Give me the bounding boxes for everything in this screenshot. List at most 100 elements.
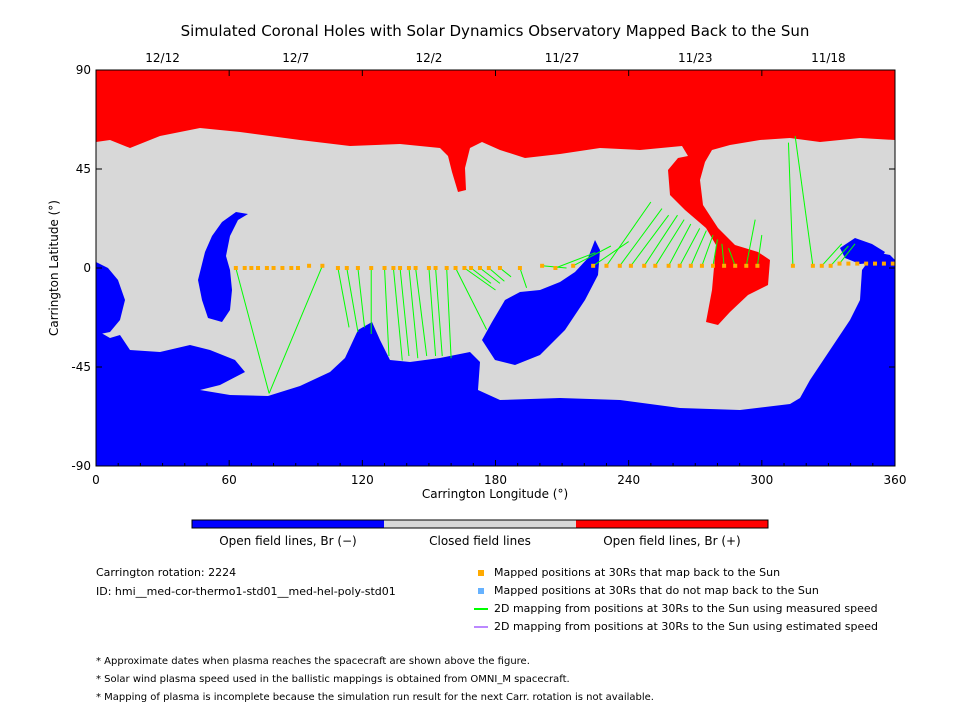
footnote-speed: * Solar wind plasma speed used in the ba… [96,674,570,685]
mapped-point [406,266,411,270]
mapping-line [712,239,718,266]
mapping-line [488,267,505,282]
mapping-line [235,267,270,394]
mapping-line [654,219,685,267]
equatorial-negative-hole-60 [198,212,248,322]
top-date-axis: 12/12 12/7 12/2 11/27 11/23 11/18 [145,51,845,65]
mapped-point [444,266,449,270]
mapped-point [344,266,349,270]
y-axis-label: Carrington Latitude (°) [47,200,61,336]
mapped-point [855,261,860,266]
footnote-dates: * Approximate dates when plasma reaches … [96,656,530,667]
mapped-point [846,261,851,266]
mapped-point [666,263,671,268]
mapped-point [497,266,502,270]
legend-item-unmapped: Mapped positions at 30Rs that do not map… [478,584,819,597]
equatorial-negative-hole-185 [482,240,600,365]
mapped-point [280,266,285,270]
equatorial-negative-patch-southeast [880,305,895,340]
mapped-point [289,266,294,270]
purple-line-icon [474,625,488,628]
mapped-point [413,266,418,270]
mapped-point [628,263,633,268]
mapped-point [398,266,403,270]
mapped-point [617,263,622,268]
mapped-point [677,263,682,268]
mapping-line [455,267,488,330]
mapped-point [249,266,254,270]
mapped-point [890,261,895,266]
mapping-line [745,219,756,266]
top-date-label: 12/2 [415,51,442,65]
y-tick-label: 90 [76,63,91,77]
mapping-line [830,245,849,267]
legend-label: 2D mapping from positions at 30Rs to the… [494,602,878,615]
x-tick-label: 360 [884,473,907,487]
x-axis-label: Carrington Longitude (°) [422,487,568,501]
mapping-line [787,142,794,266]
mapped-point [382,266,387,270]
mapped-point [540,263,545,268]
mapped-point [233,266,238,270]
mapped-point [837,261,842,266]
mapped-points [233,261,895,270]
mapping-line [643,214,678,267]
y-tick-label: -90 [71,459,91,473]
mapping-line [701,234,714,266]
mapping-line [619,208,663,267]
mapped-point [591,263,596,268]
mapped-point [722,263,727,268]
orange-square-icon [478,569,484,576]
mapped-point [477,266,482,270]
colorbar-segment [576,520,768,528]
mapped-point [642,263,647,268]
y-tick-label: -45 [71,360,91,374]
mapped-point [453,266,458,270]
mapping-line [470,267,492,284]
mapping-line [592,241,629,267]
mapped-point [369,266,374,270]
legend-label: Mapped positions at 30Rs that map back t… [494,566,781,579]
mapping-line [337,267,350,328]
mapping-line [384,267,390,357]
mapped-point [755,263,760,268]
mapping-line [572,245,612,267]
mapped-point [873,261,878,266]
mapping-line [679,228,701,267]
mapped-point [256,266,261,270]
mapped-point [881,261,886,266]
x-tick-label: 60 [222,473,237,487]
x-tick-label: 300 [750,473,773,487]
mapping-line [446,267,452,359]
mapping-line [408,267,419,359]
top-date-label: 11/18 [811,51,846,65]
colorbar-label: Closed field lines [429,534,531,548]
mapped-point [391,266,396,270]
mapped-point [426,266,431,270]
mapped-point [295,266,300,270]
mapped-point [653,263,658,268]
legend-item-measured: 2D mapping from positions at 30Rs to the… [474,602,878,615]
carrington-rotation: Carrington rotation: 2224 [96,566,237,579]
x-tick-label: 120 [351,473,374,487]
colorbar-label: Open field lines, Br (+) [603,534,741,548]
legend-item-mapped: Mapped positions at 30Rs that map back t… [478,566,780,579]
mapping-line [392,267,403,361]
mapped-point [335,266,340,270]
y-axis: -90 -45 0 45 90 [71,63,895,473]
mapped-point [819,263,824,268]
north-positive-open-field-region [96,70,895,325]
mapped-point [828,263,833,268]
map-plot-area [95,69,896,467]
mapping-line [606,201,652,267]
footnote-incomplete: * Mapping of plasma is incomplete becaus… [96,692,654,703]
y-tick-label: 45 [76,162,91,176]
mapping-line [721,243,725,266]
top-date-label: 12/7 [282,51,309,65]
mapped-point [790,263,795,268]
colorbar-segment [192,520,384,528]
legend-label: 2D mapping from positions at 30Rs to the… [494,620,879,633]
colorbar-segment [384,520,576,528]
legend-item-estimated: 2D mapping from positions at 30Rs to the… [474,620,878,633]
top-date-label: 11/23 [678,51,713,65]
